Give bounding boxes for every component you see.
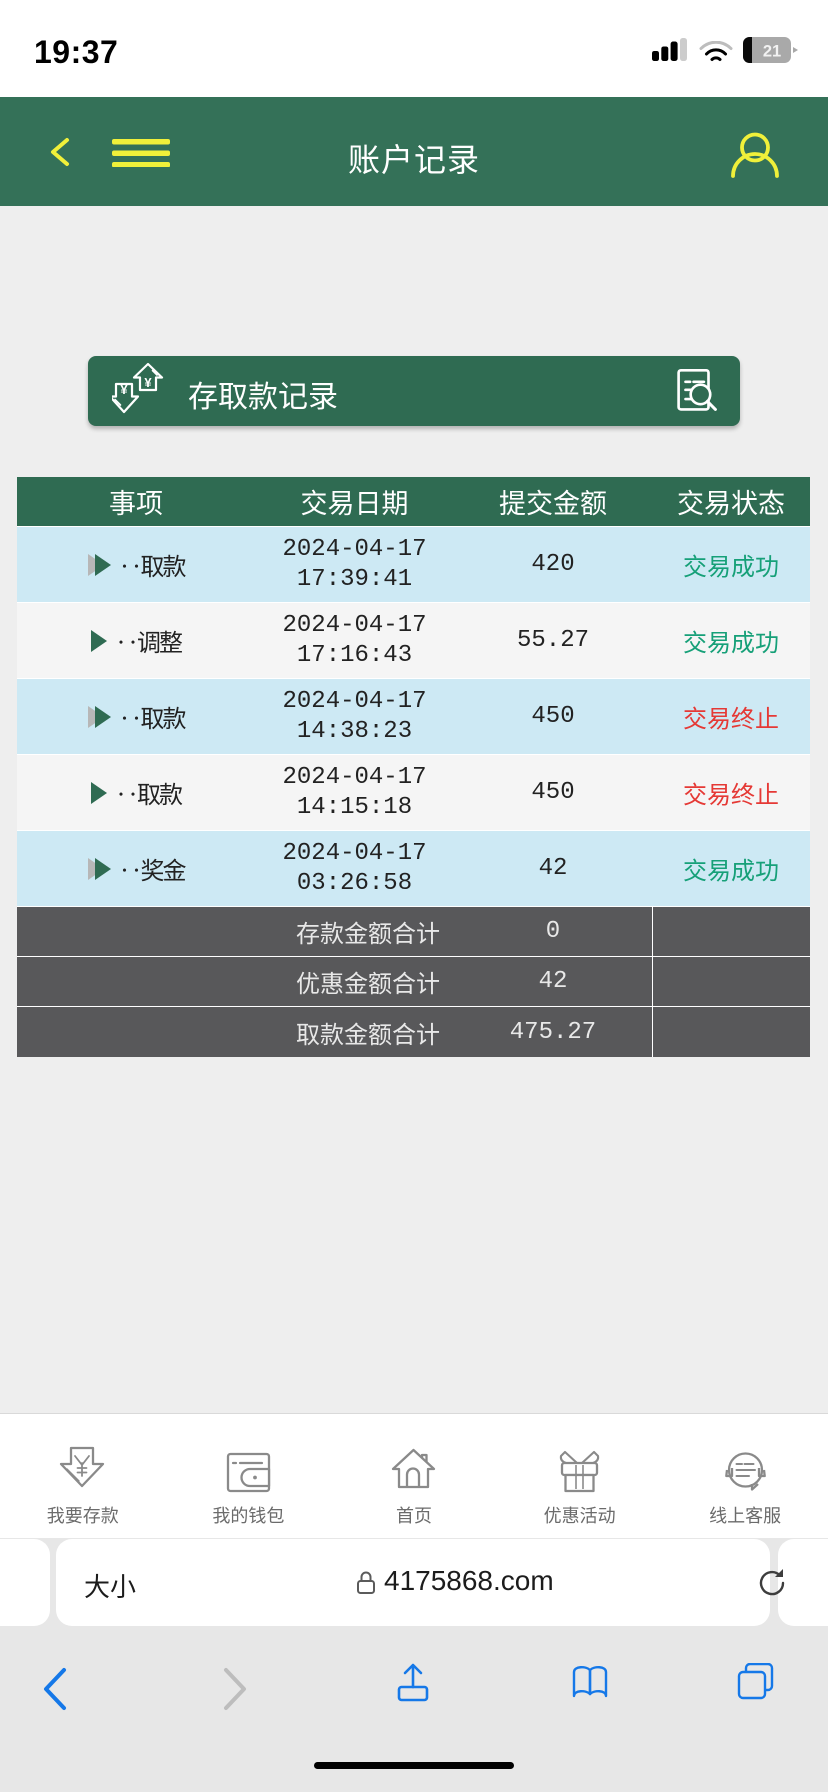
svg-text:¥: ¥ bbox=[144, 375, 152, 390]
svg-text:21: 21 bbox=[763, 43, 781, 61]
svg-text:¥: ¥ bbox=[120, 382, 128, 397]
